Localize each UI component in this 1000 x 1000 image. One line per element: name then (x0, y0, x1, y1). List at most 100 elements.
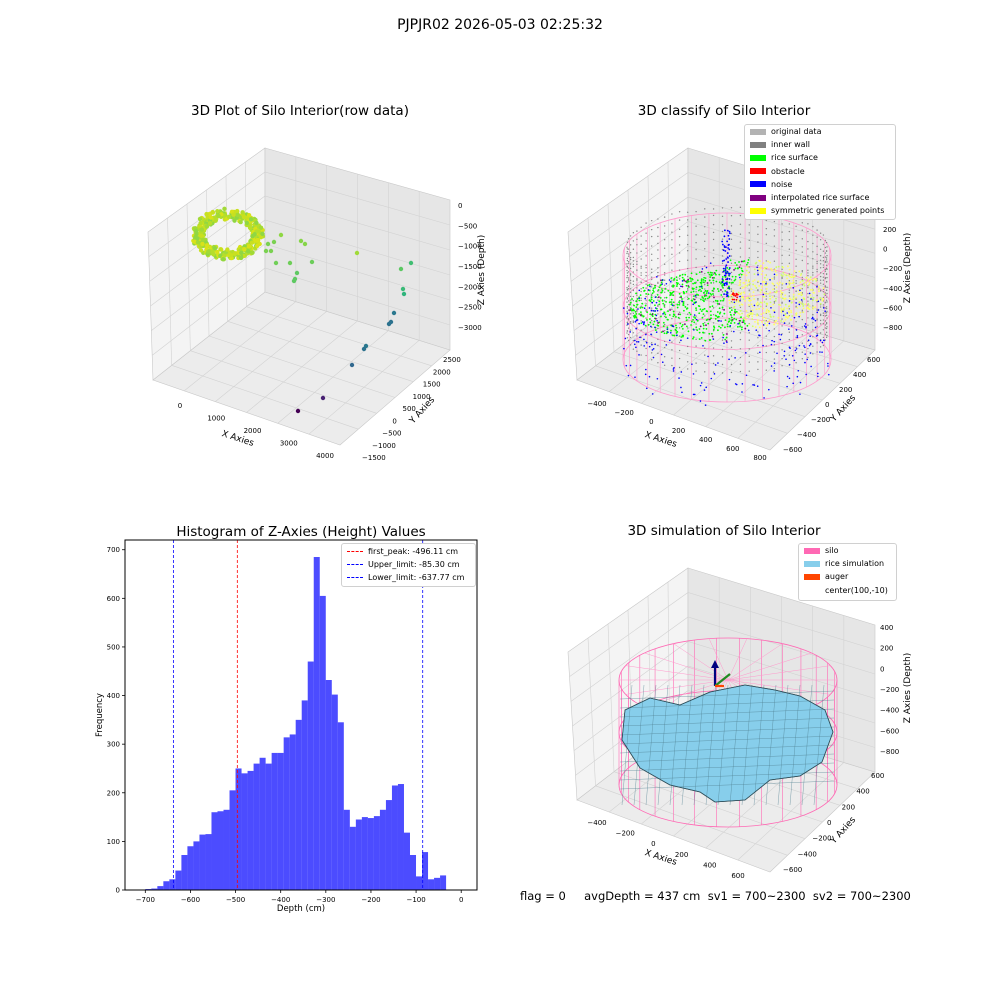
rice-surface-point (759, 265, 762, 268)
inner-wall-point (765, 335, 768, 337)
rice-surface-point (672, 315, 675, 318)
inner-wall-point (822, 304, 825, 306)
rice-surface-point (788, 281, 791, 284)
inner-wall-point (704, 332, 706, 334)
rice-surface-point (665, 332, 668, 335)
rice-surface-point (713, 287, 716, 290)
inner-wall-point (812, 336, 814, 338)
inner-wall-point (795, 280, 797, 282)
rice-surface-point (729, 311, 732, 314)
inner-wall-point (826, 326, 828, 328)
rice-surface-point (689, 277, 692, 279)
noise-point (644, 373, 647, 376)
rice-surface-point (753, 273, 756, 275)
simulation-x-tick: 600 (731, 872, 744, 880)
inner-wall-point (629, 279, 632, 282)
rice-surface-point (706, 297, 709, 300)
rice-surface-point (658, 286, 661, 289)
histogram-legend-line (347, 551, 363, 552)
inner-wall-point (704, 321, 706, 324)
raw-y-tick: 0 (392, 417, 396, 425)
classify-z-tick: 200 (883, 226, 896, 234)
raw-point (246, 244, 252, 249)
noise-point (724, 272, 727, 274)
noise-point (668, 339, 671, 342)
inner-wall-point (819, 272, 822, 274)
inner-wall-point (636, 238, 638, 241)
inner-wall-point (650, 284, 653, 286)
noise-point (725, 264, 728, 267)
rice-surface-point (726, 267, 729, 269)
inner-wall-point (773, 351, 776, 353)
noise-point (665, 344, 668, 346)
raw-point (229, 253, 234, 258)
inner-wall-point (781, 277, 783, 280)
rice-surface-point (688, 311, 691, 314)
noise-point (810, 365, 812, 368)
raw-point (233, 251, 238, 256)
inner-wall-point (704, 255, 706, 258)
raw-point (287, 260, 293, 266)
inner-wall-point (801, 271, 804, 273)
histogram-bar (241, 773, 248, 890)
noise-point (652, 348, 655, 350)
rice-surface-point (757, 319, 759, 322)
rice-surface-point (678, 303, 681, 306)
inner-wall-point (812, 321, 814, 324)
rice-mesh-line (619, 717, 835, 727)
inner-wall-point (824, 294, 827, 297)
inner-wall-point (807, 263, 809, 265)
inner-wall-point (819, 279, 822, 281)
inner-wall-point (695, 288, 697, 290)
rice-surface-point (807, 302, 810, 305)
inner-wall-point (632, 256, 635, 259)
rice-surface-point (791, 315, 794, 317)
inner-wall-point (721, 363, 724, 366)
classify-legend-swatch (750, 154, 766, 161)
inner-wall-point (822, 264, 825, 266)
rice-surface-point (775, 286, 778, 289)
noise-point (741, 391, 743, 393)
rice-surface-point (709, 306, 711, 308)
inner-wall-point (663, 232, 666, 234)
inner-wall-point (627, 303, 630, 306)
noise-point (645, 387, 648, 390)
rice-surface-point (646, 311, 649, 314)
rice-surface-point (658, 300, 661, 303)
histogram-bar (409, 855, 417, 890)
noise-point (642, 323, 645, 326)
inner-wall-point (795, 235, 797, 237)
rice-surface-point (711, 305, 714, 308)
histogram-bar (367, 818, 374, 890)
histogram-legend-label: Lower_limit: -637.77 cm (368, 573, 465, 582)
inner-wall-point (650, 259, 653, 261)
inner-wall-point (712, 362, 715, 365)
rice-surface-point (737, 267, 739, 270)
rice-surface-point (675, 285, 678, 287)
inner-wall-point (825, 281, 828, 283)
inner-wall-point (632, 265, 635, 268)
noise-point (803, 345, 805, 347)
noise-point (739, 300, 741, 302)
rice-surface-point (689, 313, 692, 316)
rice-surface-point (702, 308, 704, 311)
rice-surface-point (751, 312, 754, 315)
rice-surface-point (667, 289, 670, 292)
noise-point (722, 249, 725, 252)
rice-surface-point (756, 301, 759, 304)
inner-wall-point (826, 246, 828, 248)
rice-surface-point (708, 279, 711, 282)
inner-wall-point (781, 254, 783, 257)
inner-wall-point (812, 258, 814, 260)
noise-point (804, 353, 806, 355)
rice-surface-point (668, 314, 671, 316)
rice-surface-point (722, 287, 724, 289)
inner-wall-point (795, 249, 797, 252)
inner-wall-point (748, 289, 750, 291)
noise-point (681, 391, 683, 394)
inner-wall-point (765, 298, 768, 300)
inner-wall-point (781, 268, 783, 271)
noise-point (727, 247, 730, 249)
inner-wall-point (632, 312, 635, 315)
noise-point (796, 334, 799, 337)
